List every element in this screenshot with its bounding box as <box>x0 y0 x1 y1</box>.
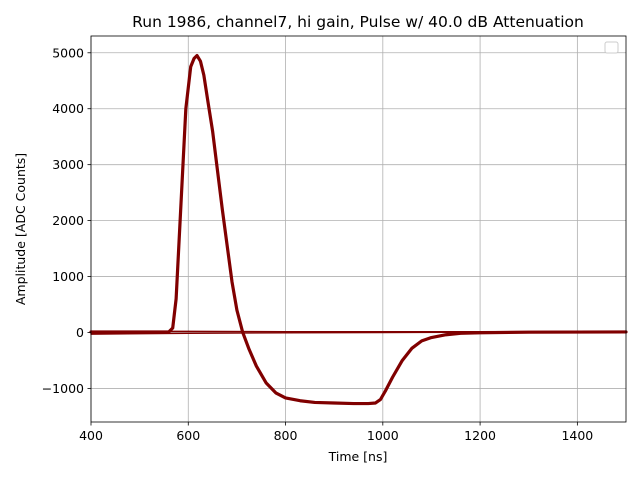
series-line-1 <box>89 53 628 406</box>
y-tick-label: 1000 <box>52 269 84 284</box>
legend-box <box>604 41 619 54</box>
ticks: 400 600 800 1000 1200 1400 −1000 0 1000 2000 3000 4… <box>42 45 594 443</box>
x-tick-label: 1000 <box>367 428 399 443</box>
x-tick-label: 1200 <box>464 428 496 443</box>
grid <box>90 36 626 422</box>
y-tick-label: −1000 <box>42 381 84 396</box>
y-tick-label: 5000 <box>52 45 84 60</box>
y-axis-label: Amplitude [ADC Counts] <box>13 153 28 305</box>
y-tick-label: 2000 <box>52 213 84 228</box>
chart-title: Run 1986, channel7, hi gain, Pulse w/ 40… <box>132 13 584 31</box>
x-tick-label: 1400 <box>561 428 593 443</box>
plot-lines <box>89 53 628 406</box>
axes-frame <box>90 35 627 423</box>
y-tick-label: 3000 <box>52 157 84 172</box>
x-tick-label: 400 <box>79 428 103 443</box>
x-tick-label: 800 <box>274 428 298 443</box>
x-tick-label: 600 <box>176 428 200 443</box>
x-axis-label: Time [ns] <box>328 449 388 464</box>
y-tick-label: 0 <box>76 325 84 340</box>
y-tick-label: 4000 <box>52 101 84 116</box>
